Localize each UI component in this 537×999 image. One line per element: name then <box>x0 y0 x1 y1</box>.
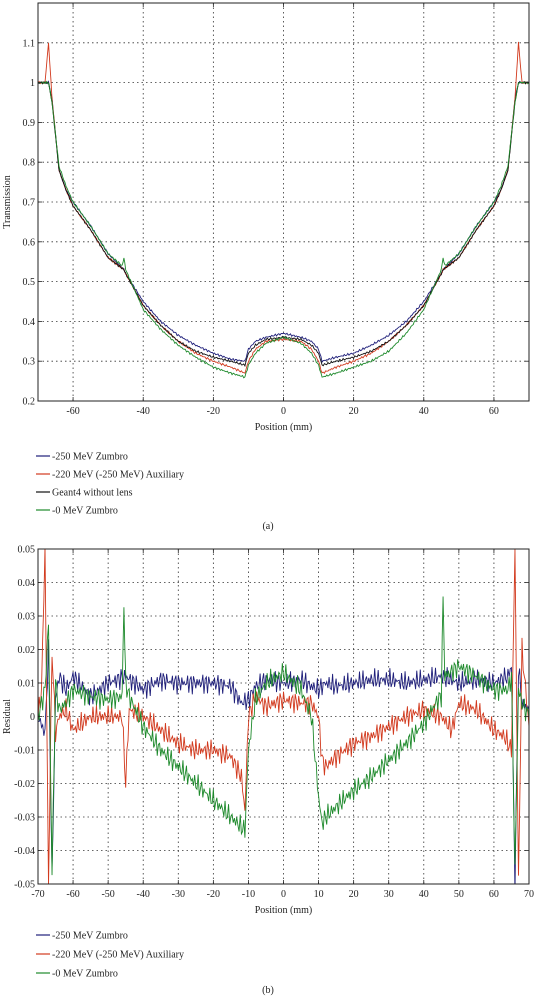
x-tick-label: -40 <box>137 406 150 417</box>
series-line-2 <box>38 596 529 876</box>
legend-label: -220 MeV (-250 MeV) Auxiliary <box>52 950 184 961</box>
x-tick-label: 50 <box>454 889 464 900</box>
y-tick-label: 0.02 <box>18 645 36 656</box>
y-tick-label: 0.05 <box>18 545 36 556</box>
y-tick-label: -0.04 <box>14 846 35 857</box>
x-tick-label: -20 <box>207 889 220 900</box>
x-tick-label: -20 <box>207 406 220 417</box>
series-line-0 <box>38 80 529 364</box>
legend-label: -220 MeV (-250 MeV) Auxiliary <box>52 470 184 481</box>
panel-caption: (a) <box>262 521 273 532</box>
series-group <box>38 549 529 884</box>
y-tick-label: 0 <box>30 712 35 723</box>
y-tick-label: -0.03 <box>14 813 35 824</box>
x-tick-label: -60 <box>66 889 79 900</box>
y-tick-label: 0.3 <box>23 357 36 368</box>
legend-label: Geant4 without lens <box>52 488 133 499</box>
legend-label: -0 MeV Zumbro <box>52 969 118 980</box>
series-line-0 <box>38 639 529 884</box>
x-axis-label: Position (mm) <box>255 905 313 916</box>
y-tick-label: 0.7 <box>23 198 36 209</box>
y-tick-label: 1 <box>30 78 35 89</box>
panel-b: -70 -60 -50 -40 -30 -20 -10 0 10 20 30 40 50 60 70 -0.0… <box>2 545 534 997</box>
x-tick-label: 20 <box>349 889 359 900</box>
x-tick-label: 60 <box>489 889 499 900</box>
panel-a: -60 -40 -20 0 20 40 60 0.2 0.3 0.4 0.5 0.6 0.7 0.8 0.9… <box>2 2 530 532</box>
x-tick-label: -40 <box>137 889 150 900</box>
x-tick-label: 60 <box>489 406 499 417</box>
y-axis-label: Transmission <box>2 175 13 229</box>
x-tick-label: 10 <box>314 889 324 900</box>
x-tick-label: -10 <box>242 889 255 900</box>
x-tick-label: 20 <box>349 406 359 417</box>
y-tick-label: 1.1 <box>23 38 36 49</box>
x-tick-label: -60 <box>66 406 79 417</box>
panel-caption: (b) <box>262 985 274 996</box>
series-line-1 <box>38 549 529 884</box>
series-line-3 <box>38 80 529 379</box>
y-tick-label: 0.8 <box>23 158 36 169</box>
y-tick-label: 0.5 <box>23 277 36 288</box>
x-axis-label: Position (mm) <box>255 422 313 433</box>
y-tick-label: 0.4 <box>23 317 36 328</box>
y-tick-label: 0.9 <box>23 118 36 129</box>
y-tick-label: 0.2 <box>23 397 36 408</box>
series-group <box>38 41 529 379</box>
x-tick-label: 30 <box>384 889 394 900</box>
x-tick-label: -50 <box>101 889 114 900</box>
y-tick-label: 0.04 <box>18 578 36 589</box>
y-tick-label: -0.05 <box>14 880 35 891</box>
y-tick-label: 0.6 <box>23 237 36 248</box>
x-tick-label: -70 <box>31 889 44 900</box>
x-tick-label: -30 <box>172 889 185 900</box>
y-tick-label: 0.01 <box>18 679 36 690</box>
x-tick-label: 0 <box>281 889 286 900</box>
y-tick-label: -0.02 <box>14 779 35 790</box>
y-tick-label: 0.03 <box>18 612 36 623</box>
legend-label: -250 MeV Zumbro <box>52 452 128 463</box>
x-tick-label: 40 <box>419 889 429 900</box>
x-tick-label: 70 <box>524 889 534 900</box>
y-axis-label: Residual <box>2 699 13 734</box>
x-tick-label: 0 <box>281 406 286 417</box>
y-tick-label: -0.01 <box>14 746 35 757</box>
legend-label: -250 MeV Zumbro <box>52 931 128 942</box>
x-tick-label: 40 <box>419 406 429 417</box>
legend-label: -0 MeV Zumbro <box>52 506 118 517</box>
